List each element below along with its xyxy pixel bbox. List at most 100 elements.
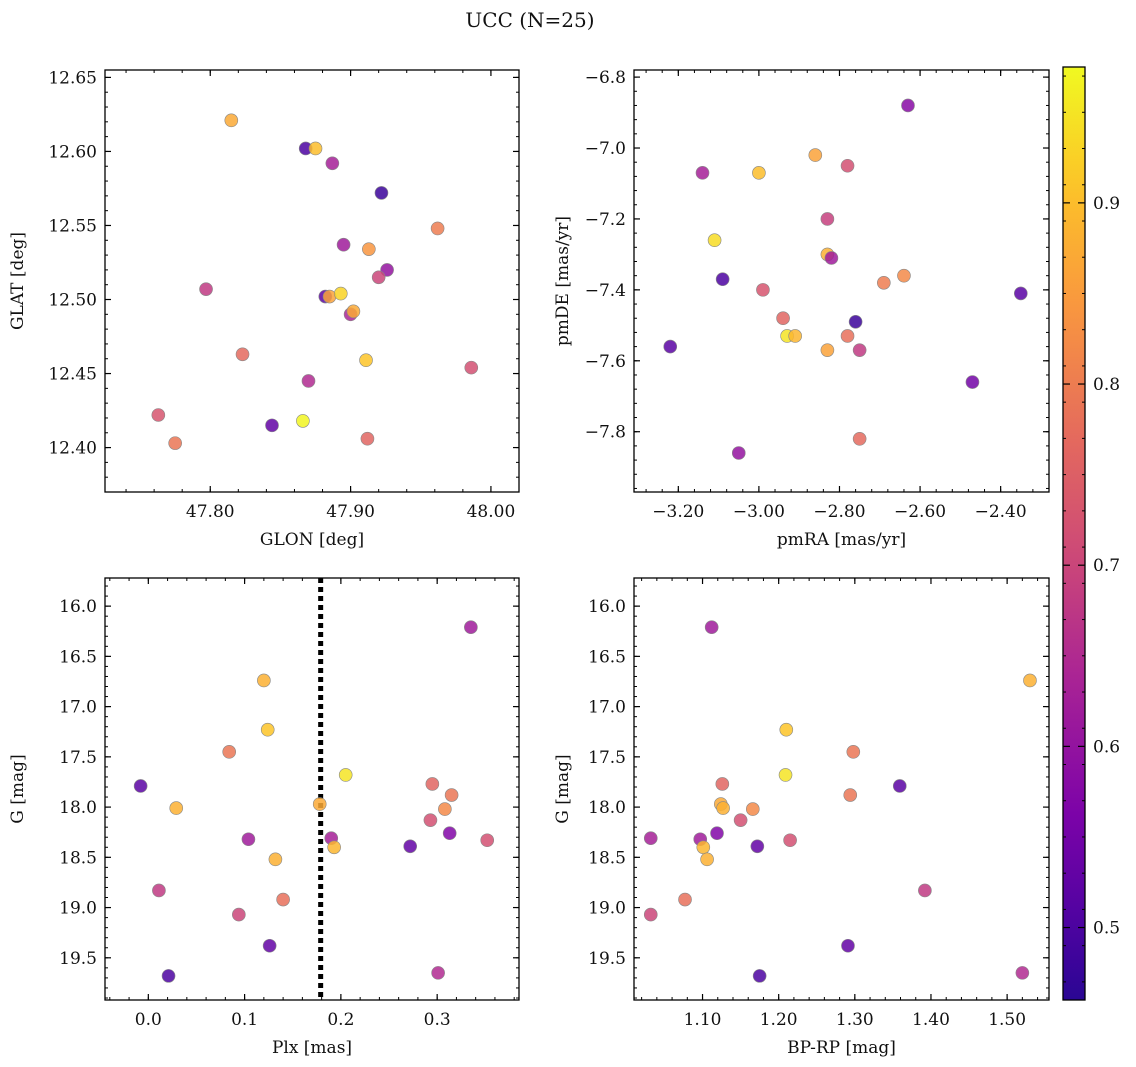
x-axis-label: Plx [mas]: [272, 1038, 352, 1058]
y-tick-label: 19.0: [59, 899, 97, 919]
data-point: [846, 745, 861, 759]
data-point: [852, 432, 867, 446]
x-axis-label: pmRA [mas/yr]: [777, 530, 906, 550]
data-point: [338, 768, 353, 782]
data-point: [820, 212, 835, 226]
data-point: [442, 826, 457, 841]
y-tick-label: 12.40: [48, 439, 97, 459]
data-point: [133, 779, 148, 793]
y-tick-label: −7.6: [585, 352, 626, 372]
data-point: [731, 446, 746, 460]
colorbar-tick-label: 0.6: [1093, 737, 1120, 757]
data-point: [327, 840, 341, 855]
data-point: [678, 892, 692, 907]
data-point: [235, 347, 250, 362]
data-point: [333, 286, 348, 301]
data-point: [444, 788, 459, 802]
data-point: [778, 768, 793, 782]
data-point: [151, 408, 166, 422]
data-point: [715, 777, 730, 791]
data-point: [750, 839, 765, 854]
y-tick-label: 19.5: [588, 949, 626, 969]
x-tick-label: 48.00: [467, 502, 516, 522]
data-point: [224, 113, 239, 128]
data-point: [643, 831, 658, 846]
y-tick-label: 16.5: [588, 647, 626, 667]
data-point: [241, 832, 256, 847]
panels: 47.80 47.90 48.00 12.40 12.45 12.50 12.55 12.60…: [8, 68, 1050, 1058]
data-point: [901, 98, 915, 113]
y-tick-label: 16.0: [588, 597, 626, 617]
y-tick-label: 17.5: [59, 748, 97, 768]
data-point: [325, 156, 340, 171]
y-tick-label: −7.4: [585, 281, 626, 301]
data-point: [783, 833, 797, 848]
data-point: [301, 374, 316, 388]
y-tick-label: −6.8: [585, 68, 626, 88]
colorbar-tick-label: 0.7: [1093, 556, 1120, 576]
data-point: [716, 801, 730, 815]
data-point: [745, 802, 760, 816]
data-point: [752, 166, 766, 180]
axes-frame: [633, 577, 1050, 1001]
y-axis-label: GLAT [deg]: [8, 232, 28, 330]
y-axis-label: pmDE [mas/yr]: [553, 216, 573, 346]
y-axis-label: G [mag]: [8, 754, 28, 823]
data-point: [663, 339, 678, 354]
data-point: [262, 938, 277, 953]
data-point: [695, 166, 710, 180]
data-point: [346, 304, 361, 319]
x-tick-label: 47.90: [326, 502, 375, 522]
data-point: [360, 431, 375, 446]
y-tick-label: 18.0: [588, 798, 626, 818]
data-point: [371, 270, 386, 285]
y-tick-label: 12.55: [48, 216, 97, 236]
data-point: [308, 141, 323, 156]
colorbar-tick-label: 0.5: [1093, 919, 1120, 939]
data-point: [892, 779, 907, 793]
x-tick-label: 1.30: [836, 1010, 874, 1030]
data-point: [161, 969, 176, 983]
data-point: [265, 418, 279, 433]
data-point: [965, 375, 980, 389]
data-point: [808, 148, 823, 162]
y-tick-label: −7.0: [585, 139, 626, 159]
data-point: [877, 275, 891, 290]
x-tick-label: −2.40: [975, 502, 1027, 522]
x-tick-label: 0.2: [327, 1010, 354, 1030]
data-point: [222, 745, 236, 759]
colorbar: 0.5 0.6 0.7 0.8 0.9: [1062, 66, 1120, 1001]
panel-3: 0.0 0.1 0.2 0.3 16.0 16.5 17.0 17.5 18.0 18.5 19.0…: [8, 577, 520, 1058]
panel-2: −3.20 −3.00 −2.80 −2.60 −2.40 −7.8 −7.6 −7.4 −7.…: [553, 68, 1050, 550]
y-tick-label: −7.8: [585, 423, 626, 443]
axes-frame: [633, 69, 1050, 493]
y-tick-label: 18.5: [59, 848, 97, 868]
y-tick-label: 17.0: [588, 698, 626, 718]
x-tick-label: 47.80: [186, 502, 235, 522]
data-point: [232, 907, 246, 922]
data-point: [841, 938, 855, 953]
data-point: [843, 788, 858, 802]
data-point: [423, 813, 438, 827]
data-point: [710, 826, 724, 841]
data-point: [707, 233, 722, 248]
data-point: [752, 969, 767, 983]
colorbar-gradient: [1063, 67, 1085, 1000]
x-tick-label: 1.40: [912, 1010, 950, 1030]
colorbar-frame: [1062, 66, 1086, 1001]
panel-1: 47.80 47.90 48.00 12.40 12.45 12.50 12.55 12.60…: [8, 68, 520, 550]
x-tick-label: 1.50: [988, 1010, 1026, 1030]
x-tick-label: 0.1: [231, 1010, 258, 1030]
data-point: [779, 722, 794, 737]
y-tick-label: −7.2: [585, 210, 626, 230]
y-tick-label: 16.5: [59, 647, 97, 667]
data-point: [431, 966, 445, 980]
y-tick-label: 16.0: [59, 597, 97, 617]
data-point: [1015, 966, 1030, 980]
x-tick-label: −3.00: [733, 502, 785, 522]
y-tick-label: 19.0: [588, 899, 626, 919]
data-point: [312, 797, 327, 811]
data-point: [918, 883, 932, 898]
colorbar-tick-label: 0.8: [1093, 375, 1120, 395]
